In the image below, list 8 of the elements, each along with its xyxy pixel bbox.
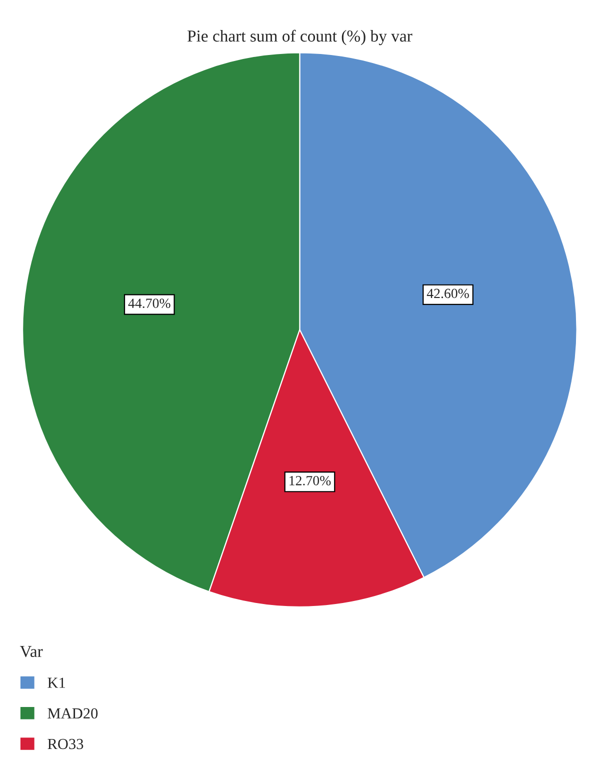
data-label: 44.70% xyxy=(128,298,170,308)
legend-title: Var xyxy=(20,646,43,658)
data-label: 12.70% xyxy=(290,476,331,486)
data-label: 42.60% xyxy=(426,288,469,298)
legend-label: K1 xyxy=(48,678,66,688)
legend-label: RO33 xyxy=(48,738,84,750)
legend-label: MAD20 xyxy=(48,708,98,719)
chart-title: Pie chart sum of count (%) by var xyxy=(187,30,412,46)
